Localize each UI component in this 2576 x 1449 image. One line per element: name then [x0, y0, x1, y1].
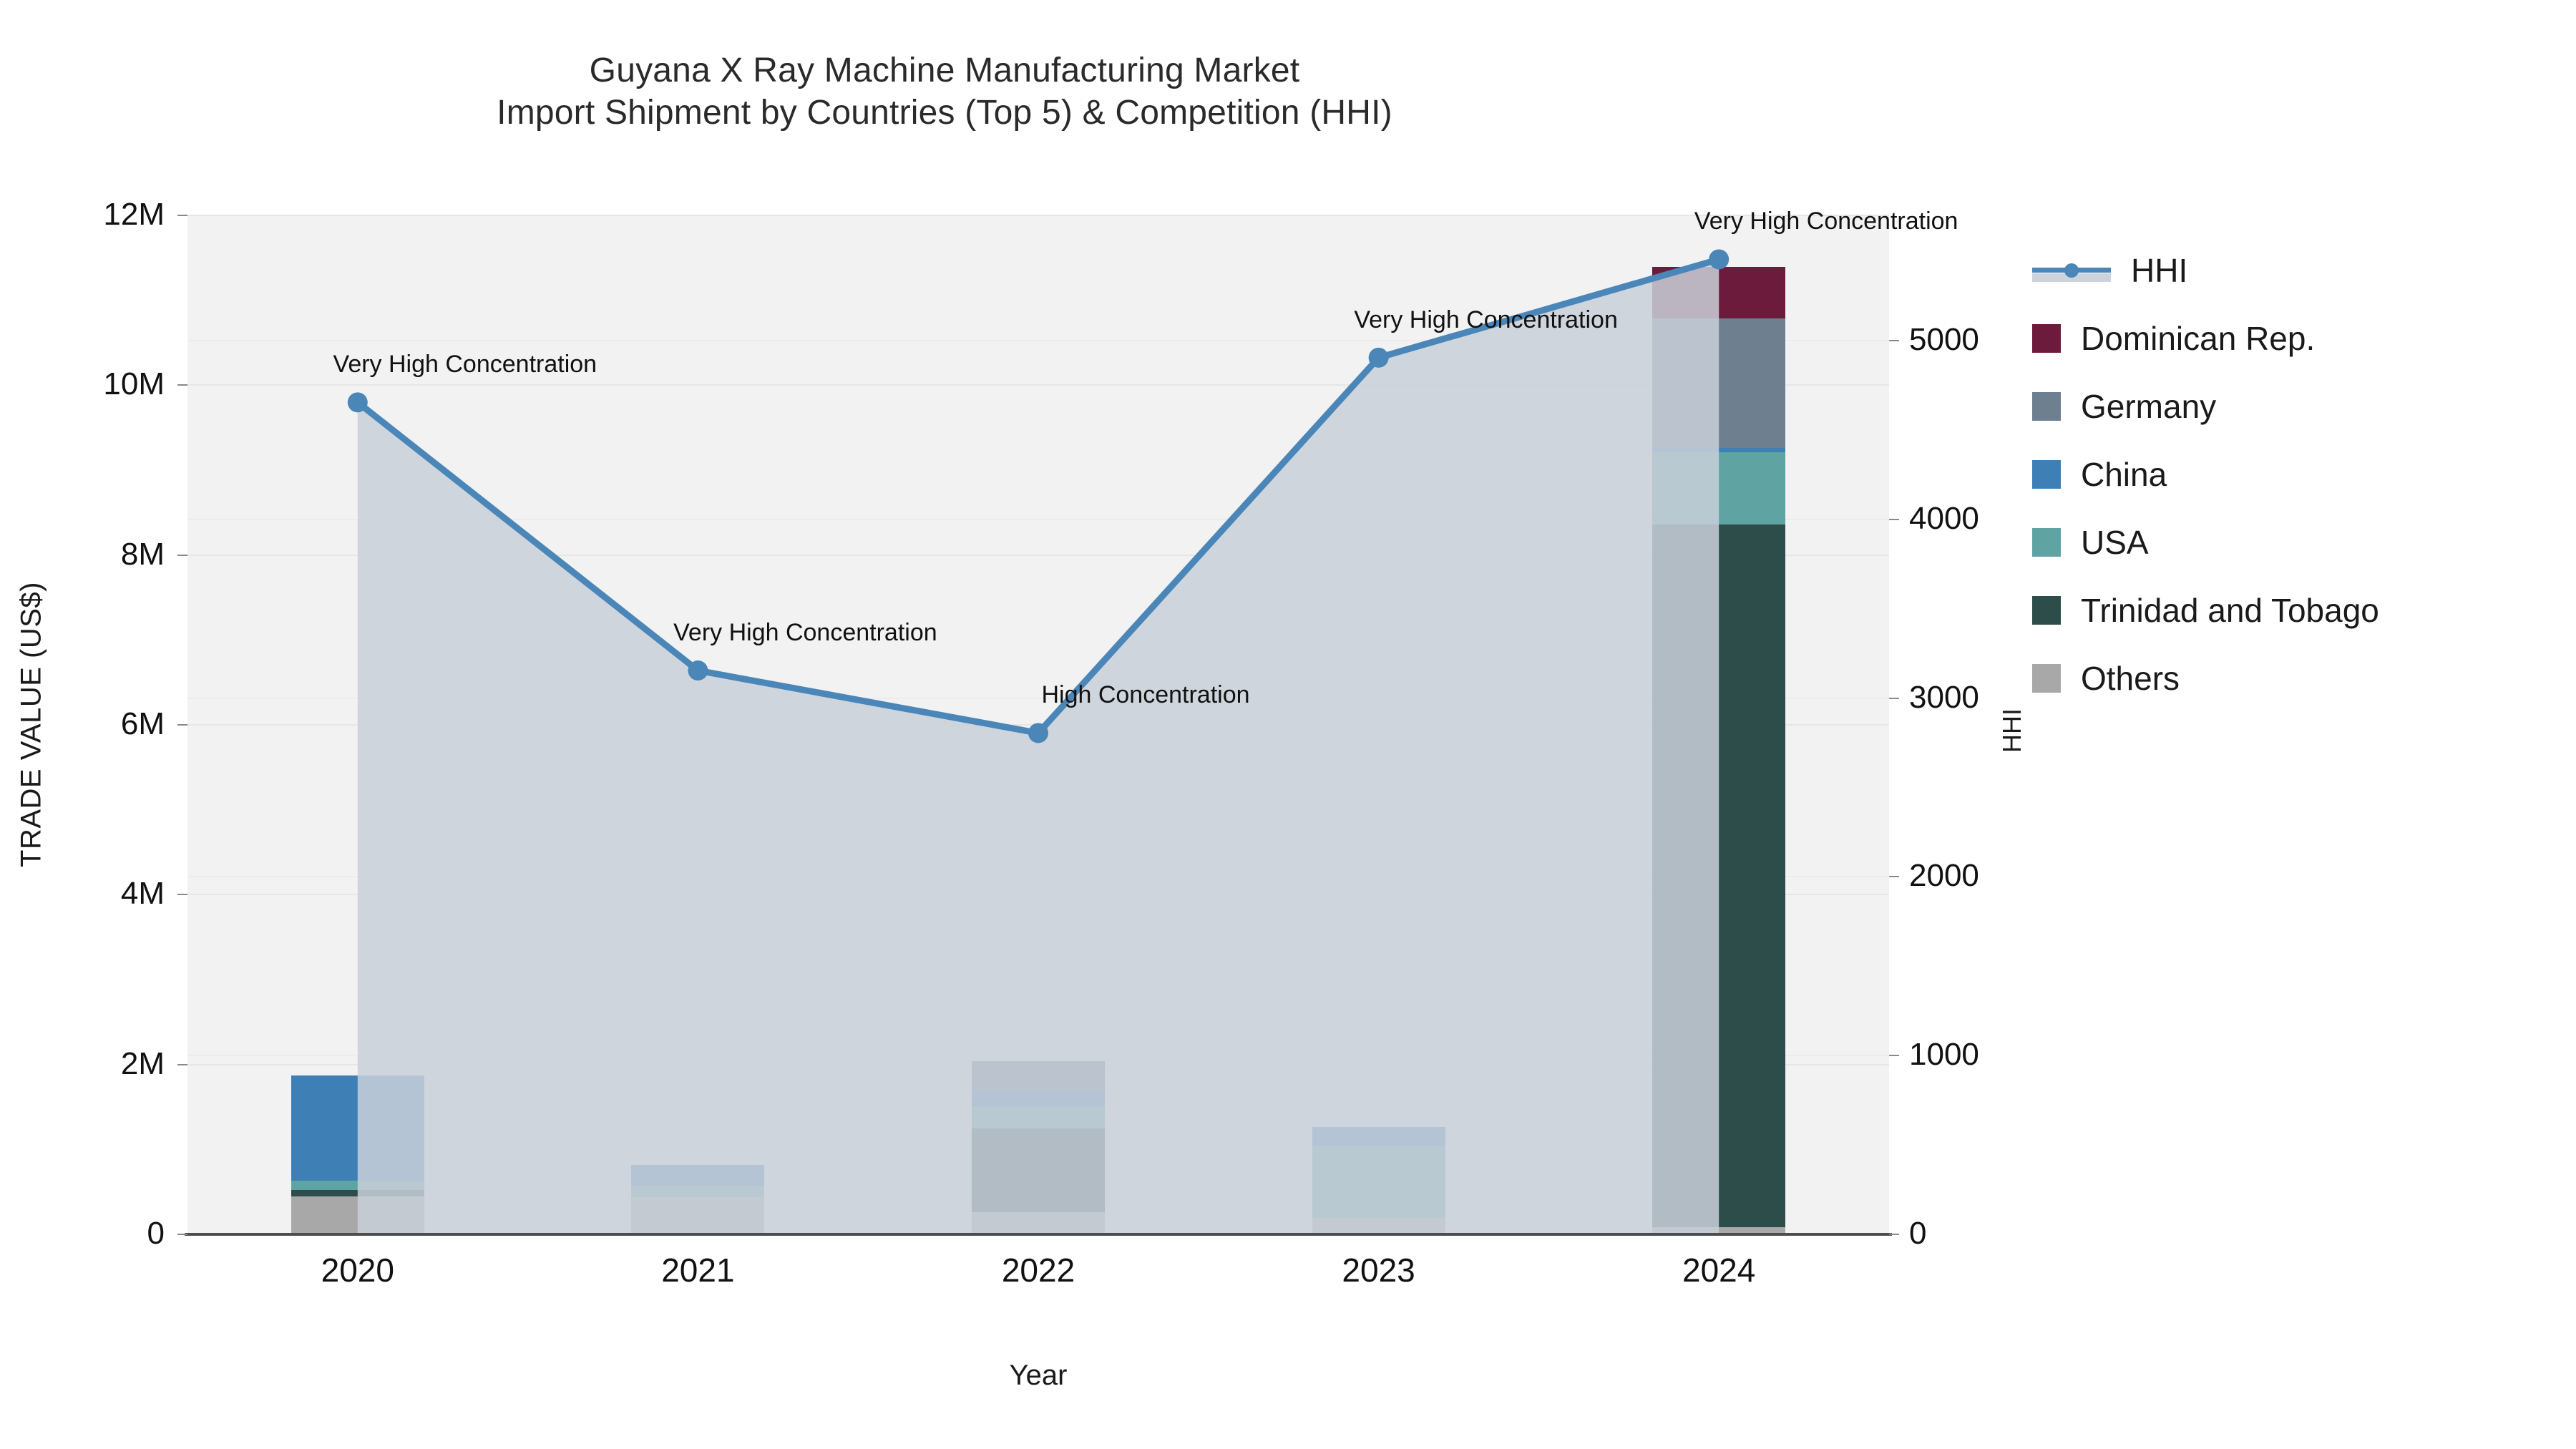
y-axis-right-tick-label: 5000: [1909, 321, 1979, 357]
y-axis-right-tick-label: 0: [1909, 1216, 1927, 1251]
y-axis-right-tick-label: 1000: [1909, 1037, 1979, 1073]
hhi-data-point[interactable]: [1368, 347, 1389, 368]
x-axis-tick-label: 2020: [321, 1252, 394, 1289]
concentration-annotation: Very High Concentration: [673, 619, 937, 647]
hhi-line-chart: [347, 249, 1729, 1234]
gridline-right: [187, 518, 1889, 520]
hhi-area-fill: [357, 259, 1719, 1234]
y-axis-left-title: TRADE VALUE (US$): [15, 582, 47, 867]
legend-item[interactable]: HHI: [2032, 236, 2562, 304]
y-axis-left-tick-label: 8M: [120, 536, 165, 572]
legend-swatch-icon: [2032, 663, 2061, 693]
y-axis-left-tick-mark: [177, 724, 187, 726]
legend-swatch-icon: [2032, 391, 2061, 421]
hhi-data-point[interactable]: [1709, 249, 1729, 270]
x-axis-line: [185, 1233, 1892, 1236]
legend-item[interactable]: Germany: [2032, 372, 2562, 440]
legend-item[interactable]: Dominican Rep.: [2032, 304, 2562, 372]
legend-item-label: Trinidad and Tobago: [2081, 591, 2379, 629]
legend-item[interactable]: China: [2032, 440, 2562, 508]
y-axis-right-tick-label: 2000: [1909, 858, 1979, 894]
y-axis-left-tick-label: 10M: [103, 366, 165, 402]
y-axis-right-tick-mark: [1889, 876, 1899, 878]
concentration-annotation: High Concentration: [1041, 681, 1250, 709]
y-axis-left-tick-mark: [177, 554, 187, 556]
concentration-annotation: Very High Concentration: [333, 351, 597, 379]
hhi-data-point[interactable]: [347, 392, 368, 413]
chart-title-block: Guyana X Ray Machine Manufacturing Marke…: [0, 50, 1889, 134]
y-axis-right-tick-mark: [1889, 1234, 1899, 1235]
legend-swatch-icon: [2032, 323, 2061, 353]
legend-swatch-icon: [2032, 527, 2061, 557]
y-axis-left-tick-mark: [177, 1063, 187, 1065]
legend-line-marker-icon: [2032, 256, 2111, 285]
gridline-left: [187, 215, 1889, 216]
y-axis-left-tick-label: 2M: [120, 1045, 165, 1081]
legend-item[interactable]: Others: [2032, 644, 2562, 712]
y-axis-right-tick-mark: [1889, 697, 1899, 699]
y-axis-right-tick-mark: [1889, 1055, 1899, 1057]
gridline-right: [187, 697, 1889, 699]
y-axis-left-tick-label: 12M: [103, 197, 165, 232]
y-axis-right-tick-mark: [1889, 518, 1899, 520]
x-axis-tick-label: 2024: [1682, 1252, 1756, 1289]
concentration-annotation: Very High Concentration: [1694, 208, 1958, 235]
chart-title: Guyana X Ray Machine Manufacturing Marke…: [589, 52, 1300, 89]
chart-subtitle: Import Shipment by Countries (Top 5) & C…: [497, 93, 1392, 132]
legend-item[interactable]: Trinidad and Tobago: [2032, 576, 2562, 644]
bar-segment[interactable]: [291, 1189, 424, 1196]
legend-item-label: Germany: [2081, 387, 2217, 425]
gridline-left: [187, 384, 1889, 386]
x-axis-tick-label: 2022: [1001, 1252, 1075, 1289]
y-axis-left-tick-label: 4M: [120, 876, 165, 912]
gridline-left: [187, 554, 1889, 556]
x-axis-title: Year: [1009, 1360, 1068, 1391]
legend-item-label: HHI: [2131, 251, 2188, 289]
y-axis-left-tick-label: 0: [147, 1216, 165, 1251]
x-axis-tick-label: 2023: [1342, 1252, 1415, 1289]
legend-swatch-icon: [2032, 459, 2061, 489]
y-axis-left-tick-mark: [177, 894, 187, 896]
y-axis-right-tick-mark: [1889, 339, 1899, 341]
y-axis-right-title: HHI: [1997, 708, 2026, 753]
y-axis-left-tick-mark: [177, 384, 187, 386]
x-axis-tick-label: 2021: [661, 1252, 735, 1289]
legend-item-label: Others: [2081, 659, 2180, 697]
y-axis-right-tick-label: 4000: [1909, 500, 1979, 536]
legend-item[interactable]: USA: [2032, 508, 2562, 576]
concentration-annotation: Very High Concentration: [1354, 306, 1618, 333]
legend-item-label: Dominican Rep.: [2081, 319, 2316, 357]
chart-legend: HHI Dominican Rep. Germany China USA Trinidad…: [2032, 236, 2562, 712]
y-axis-right-tick-label: 3000: [1909, 679, 1979, 715]
legend-item-label: USA: [2081, 523, 2149, 561]
gridline-right: [187, 339, 1889, 341]
legend-swatch-icon: [2032, 595, 2061, 625]
hhi-data-point[interactable]: [688, 660, 708, 681]
y-axis-left-tick-mark: [177, 215, 187, 216]
y-axis-left-tick-label: 6M: [120, 706, 165, 741]
hhi-data-point[interactable]: [1028, 723, 1048, 743]
legend-item-label: China: [2081, 455, 2167, 493]
y-axis-left-tick-mark: [177, 1234, 187, 1235]
